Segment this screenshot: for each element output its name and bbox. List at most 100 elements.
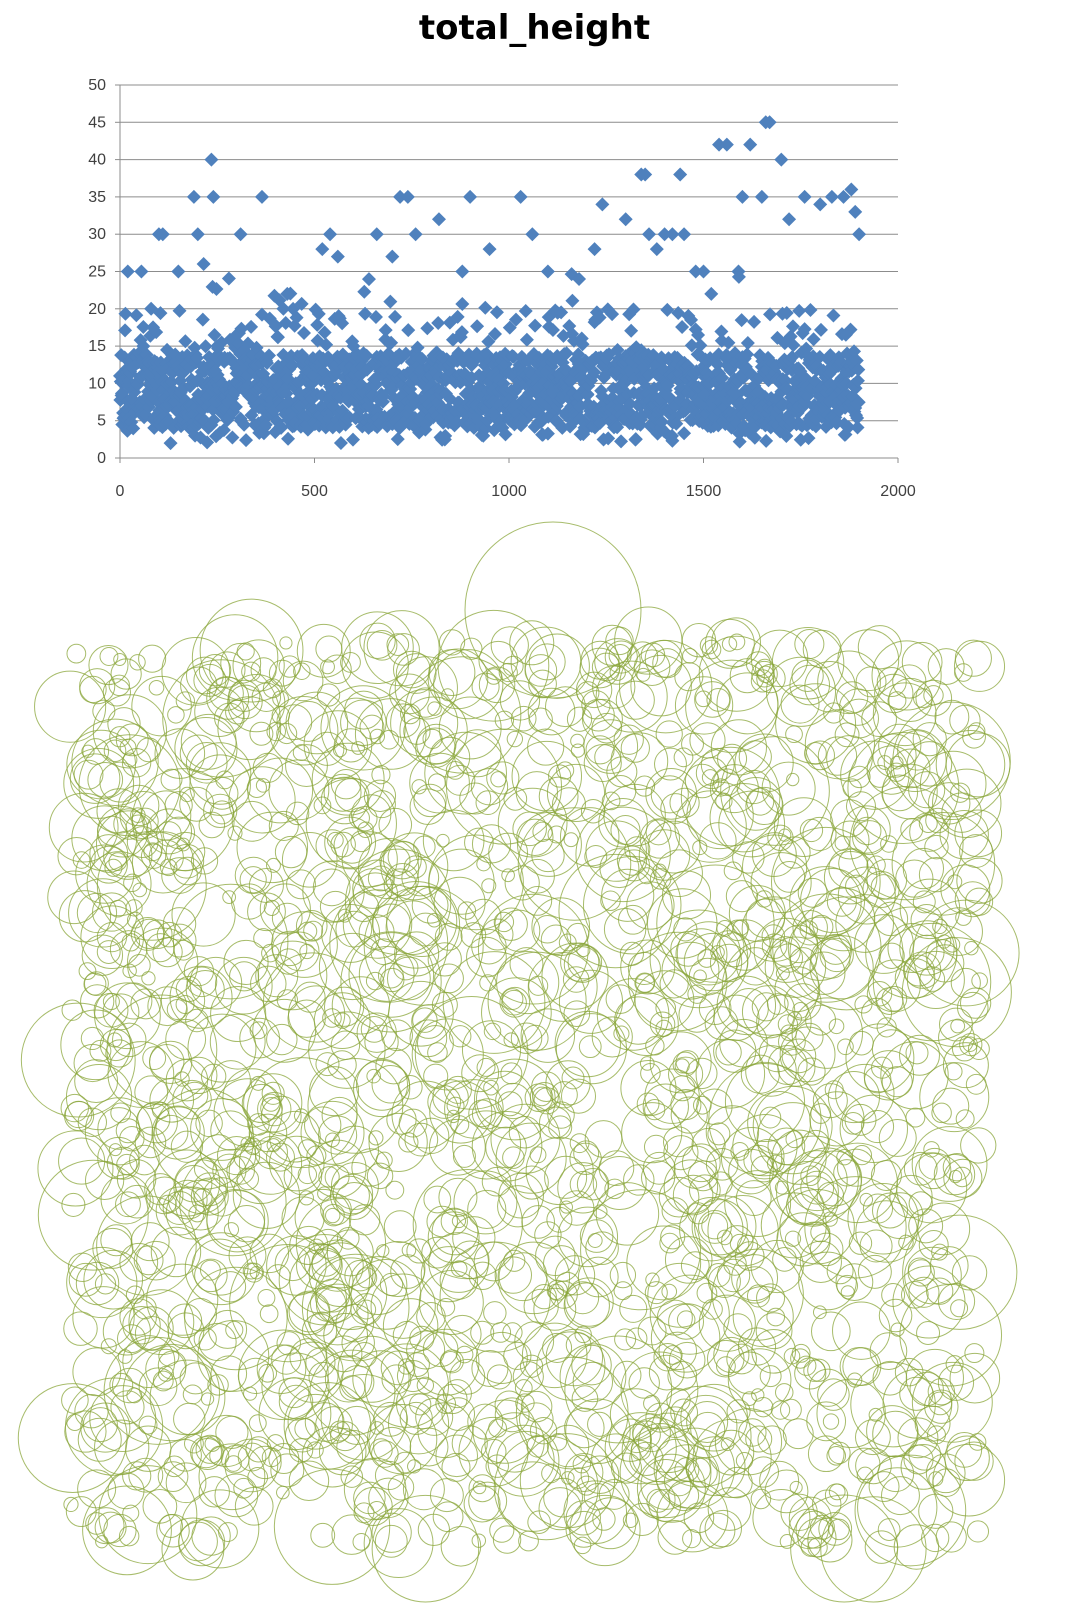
circle-outline bbox=[89, 1385, 157, 1453]
circle-outline bbox=[708, 1429, 755, 1476]
circle-outline bbox=[501, 868, 515, 883]
circle-outline bbox=[872, 682, 937, 747]
chart-title: total_height bbox=[418, 8, 651, 48]
scatter-point bbox=[696, 264, 711, 279]
circle-outline bbox=[558, 853, 673, 969]
circle-outline bbox=[471, 672, 500, 701]
circle-outline bbox=[633, 649, 671, 686]
circle-outline bbox=[309, 1349, 396, 1436]
circle-outline bbox=[905, 1107, 926, 1128]
circle-outline bbox=[204, 1435, 221, 1452]
circle-outline bbox=[195, 1434, 225, 1464]
circle-outline bbox=[528, 669, 557, 699]
circle-outline bbox=[461, 1054, 500, 1093]
circle-outline bbox=[485, 1454, 509, 1478]
scatter-point bbox=[274, 420, 289, 435]
circle-outline bbox=[681, 623, 717, 658]
circle-outline bbox=[259, 883, 311, 935]
circle-outline bbox=[487, 951, 587, 1051]
circle-outline bbox=[642, 1083, 689, 1130]
circle-outline bbox=[496, 1430, 555, 1490]
circle-outline bbox=[450, 1260, 468, 1277]
circle-outline bbox=[262, 952, 362, 1051]
circle-outline bbox=[197, 1319, 270, 1392]
circle-outline bbox=[285, 801, 310, 826]
circle-outline bbox=[476, 1057, 496, 1077]
scatter-point bbox=[848, 204, 863, 219]
circle-outline bbox=[398, 1132, 419, 1153]
circle-outline bbox=[809, 1514, 835, 1540]
circle-outline bbox=[841, 1111, 865, 1135]
circle-outline bbox=[674, 676, 734, 735]
circle-outline bbox=[411, 779, 427, 795]
circle-outline bbox=[330, 1125, 379, 1175]
circle-outline bbox=[901, 937, 1012, 1048]
circle-outline bbox=[812, 1305, 827, 1320]
circle-outline bbox=[122, 963, 137, 979]
circle-outline bbox=[103, 1336, 212, 1445]
circle-outline bbox=[572, 1361, 614, 1403]
circle-outline bbox=[92, 699, 116, 723]
circle-outline bbox=[604, 1412, 677, 1485]
scatter-point bbox=[849, 353, 864, 368]
circle-outline bbox=[60, 1009, 131, 1081]
circle-outline bbox=[258, 1377, 332, 1451]
scatter-point bbox=[785, 319, 800, 334]
circle-outline bbox=[82, 1485, 172, 1576]
circle-outline bbox=[94, 1273, 117, 1295]
circle-outline bbox=[653, 1427, 736, 1510]
circle-outline bbox=[440, 1207, 468, 1235]
circle-outline bbox=[279, 931, 320, 972]
circle-outline bbox=[574, 1325, 592, 1344]
circle-outline bbox=[893, 1524, 940, 1570]
circle-outline bbox=[716, 1258, 751, 1293]
circle-outline bbox=[542, 1332, 573, 1363]
circle-outline bbox=[371, 1440, 399, 1468]
scatter-point bbox=[743, 137, 758, 152]
circle-outline bbox=[564, 1407, 605, 1449]
circle-outline bbox=[931, 1102, 952, 1124]
circle-outline bbox=[908, 1438, 941, 1471]
circle-outline bbox=[650, 1303, 721, 1373]
circle-outline bbox=[115, 982, 153, 1020]
scatter-point bbox=[786, 338, 801, 353]
circle-outline bbox=[315, 1052, 340, 1077]
circle-outline bbox=[398, 1108, 428, 1138]
circle-outline bbox=[794, 629, 825, 660]
circle-outline bbox=[509, 947, 544, 982]
circle-outline bbox=[564, 1453, 604, 1492]
circle-outline bbox=[960, 1127, 997, 1164]
circle-outline bbox=[939, 809, 989, 860]
circle-outline bbox=[412, 1007, 438, 1033]
circle-outline bbox=[162, 923, 197, 958]
scatter-point bbox=[489, 305, 504, 320]
circle-outline bbox=[822, 1413, 840, 1430]
circle-outline bbox=[468, 1474, 497, 1503]
circle-outline bbox=[424, 731, 508, 815]
scatter-point bbox=[712, 137, 727, 152]
circle-outline bbox=[727, 1348, 792, 1412]
circle-outline bbox=[853, 816, 882, 846]
circle-outline bbox=[180, 1489, 260, 1569]
scatter-point bbox=[346, 339, 361, 354]
circle-outline bbox=[190, 1098, 253, 1161]
y-tick-label: 5 bbox=[97, 413, 106, 430]
scatter-point bbox=[442, 315, 457, 330]
circle-outline bbox=[439, 1261, 479, 1300]
circle-outline bbox=[371, 1494, 480, 1603]
circle-outline bbox=[964, 1343, 985, 1364]
circle-outline bbox=[766, 993, 789, 1015]
scatter-point bbox=[221, 271, 236, 286]
circle-outline bbox=[724, 1061, 806, 1143]
circle-outline bbox=[356, 1012, 397, 1053]
circle-outline bbox=[413, 783, 447, 818]
circle-outline bbox=[541, 942, 609, 1010]
circle-outline bbox=[242, 1262, 260, 1280]
circle-outline bbox=[341, 1326, 375, 1360]
circle-outline bbox=[476, 856, 492, 872]
scatter-point bbox=[126, 421, 141, 436]
scatter-point bbox=[824, 189, 839, 204]
circle-outline bbox=[595, 1182, 660, 1246]
circle-outline bbox=[163, 1455, 186, 1478]
scatter-point bbox=[330, 249, 345, 264]
